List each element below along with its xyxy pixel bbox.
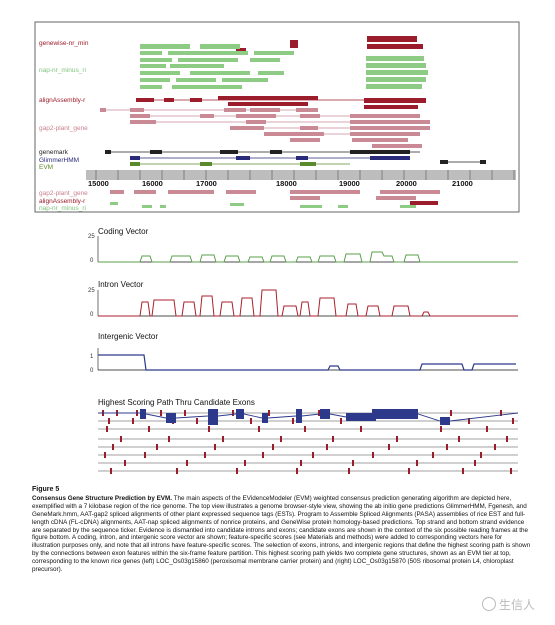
figure-number: Figure 5 <box>32 486 60 493</box>
label-nap-bottom: nap-nr_minus_ri <box>39 205 86 212</box>
intergenic-tick-0: 0 <box>90 368 94 374</box>
coding-tick-0: 0 <box>90 258 94 264</box>
figure-svg: genewise-nr_min nap-nr_minus_ri alignAss… <box>34 21 520 474</box>
label-glimmerhmm: GlimmerHMM <box>39 157 79 164</box>
label-alignassembly-bottom: alignAssembly-r <box>39 198 86 205</box>
tick-15000: 15000 <box>88 179 109 188</box>
ticker-marks <box>95 170 515 180</box>
highest-scoring-path-panel: Highest Scoring Path Thru Candidate Exon… <box>98 398 519 474</box>
sequence-ticker <box>86 170 516 180</box>
intergenic-vector-panel: Intergenic Vector 1 0 <box>90 332 518 374</box>
alignassembly-features <box>136 96 426 109</box>
intergenic-vector-title: Intergenic Vector <box>98 332 158 341</box>
tick-17000: 17000 <box>196 179 217 188</box>
tick-16000: 16000 <box>142 179 163 188</box>
label-evm: EVM <box>39 164 53 171</box>
label-nap: nap-nr_minus_ri <box>39 67 86 74</box>
intron-vector-title: Intron Vector <box>98 280 144 289</box>
tick-18000: 18000 <box>276 179 297 188</box>
frame-lines <box>98 412 518 472</box>
watermark-text: 生信人 <box>499 598 536 612</box>
intron-trace <box>98 289 518 317</box>
label-gap2-bottom: gap2-plant_gene <box>39 190 88 197</box>
coding-vector-title: Coding Vector <box>98 227 149 236</box>
tick-21000: 21000 <box>452 179 473 188</box>
selected-path-links <box>98 412 519 422</box>
figure-caption: Figure 5 Consensus Gene Structure Predic… <box>32 486 532 574</box>
intron-tick-0: 0 <box>90 312 94 318</box>
coding-vector-panel: Coding Vector 25 0 <box>88 227 518 264</box>
label-alignassembly: alignAssembly-r <box>39 97 86 104</box>
coding-tick-25: 25 <box>88 234 95 240</box>
coding-trace <box>98 251 518 263</box>
watermark-logo-icon <box>482 597 496 611</box>
label-gap2: gap2-plant_gene <box>39 125 88 132</box>
caption-title: Consensus Gene Structure Prediction by E… <box>32 494 172 502</box>
nap-features <box>140 44 428 89</box>
bottom-strand-features <box>110 190 440 208</box>
gap2-introns <box>106 109 350 135</box>
genewise-features <box>236 36 423 51</box>
genome-browser-panel: genewise-nr_min nap-nr_minus_ri alignAss… <box>34 21 520 213</box>
genemodel-features <box>105 150 486 166</box>
label-genewise: genewise-nr_min <box>39 40 89 47</box>
intergenic-tick-1: 1 <box>90 354 94 360</box>
tick-20000: 20000 <box>396 179 417 188</box>
intergenic-trace <box>98 354 516 371</box>
path-panel-title: Highest Scoring Path Thru Candidate Exon… <box>98 398 255 407</box>
candidate-exon-ticks <box>102 410 514 474</box>
caption-body: The main aspects of the EVidenceModeler … <box>32 494 531 574</box>
tick-19000: 19000 <box>339 179 360 188</box>
ticker-labels: 15000 16000 17000 18000 19000 20000 2100… <box>88 179 473 188</box>
intron-vector-panel: Intron Vector 25 0 <box>88 280 518 318</box>
intron-tick-25: 25 <box>88 288 95 294</box>
watermark: 生信人 <box>482 596 535 613</box>
label-genemark: genemark <box>39 149 69 156</box>
browser-frame <box>34 21 520 213</box>
